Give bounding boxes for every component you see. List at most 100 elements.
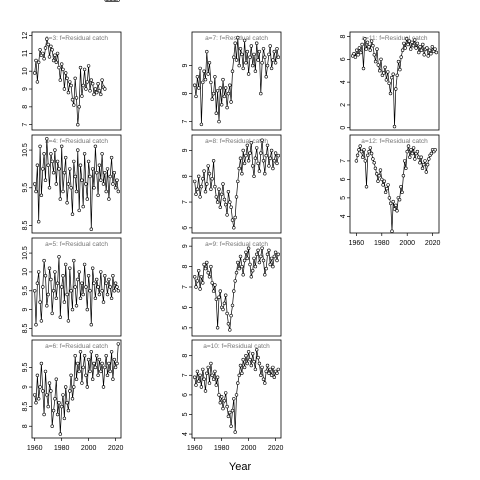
data-point: [401, 174, 406, 178]
data-point: [82, 67, 87, 72]
data-point: [198, 373, 202, 377]
y-tick-label: 8: [182, 92, 189, 96]
data-point: [32, 393, 37, 397]
data-point: [268, 367, 272, 372]
data-point: [206, 72, 210, 76]
data-point: [373, 166, 378, 171]
data-point: [411, 146, 416, 150]
data-point: [368, 48, 372, 52]
data-point: [238, 254, 243, 259]
data-point: [221, 182, 225, 186]
data-point: [80, 381, 84, 385]
data-point: [228, 83, 232, 87]
data-point: [73, 76, 77, 81]
data-point: [245, 143, 250, 148]
data-point: [233, 279, 237, 283]
data-point: [76, 148, 80, 152]
data-point: [69, 289, 73, 293]
data-point: [232, 289, 236, 293]
data-point: [199, 275, 204, 279]
data-point: [90, 81, 95, 86]
data-point: [108, 285, 112, 289]
data-point: [51, 58, 56, 63]
y-tick-label: 6: [182, 226, 189, 230]
data-point: [375, 172, 379, 176]
data-point: [65, 292, 69, 297]
data-point: [97, 163, 102, 167]
data-point: [229, 100, 233, 104]
data-point: [73, 285, 77, 289]
data-point: [215, 89, 220, 93]
panels: a=3: f=Residual catch 7 8 9 10 11 12 a=4: f=Res…: [22, 0, 441, 452]
data-point: [371, 43, 375, 48]
data-point: [55, 281, 60, 285]
data-point: [426, 54, 430, 58]
data-point: [51, 171, 56, 175]
data-point: [214, 297, 219, 301]
data-point: [210, 177, 214, 181]
data-point: [221, 307, 225, 312]
y-tick-label: 10: [22, 268, 29, 276]
data-point: [261, 159, 266, 163]
data-point: [360, 42, 364, 47]
x-tick-label: 2000: [399, 240, 415, 247]
panel-7: a=9: f=Residual catch 5 6 7 8 9: [182, 237, 282, 337]
y-tick-label: 2: [340, 103, 347, 107]
data-point: [397, 198, 402, 202]
data-point: [220, 395, 224, 399]
data-point: [256, 161, 260, 166]
data-point: [373, 59, 378, 64]
data-point: [257, 260, 262, 265]
y-tick-label: 6: [182, 393, 189, 397]
data-point: [194, 285, 198, 289]
y-tick-label: 9: [182, 64, 189, 68]
data-point: [46, 42, 50, 47]
data-point: [261, 47, 266, 51]
data-point: [390, 75, 394, 80]
data-point: [105, 292, 110, 297]
data-point: [195, 369, 200, 374]
data-point: [378, 168, 383, 172]
data-point: [409, 47, 413, 51]
data-point: [264, 369, 268, 374]
data-point: [105, 373, 110, 377]
data-point: [195, 187, 200, 191]
data-point: [57, 255, 61, 259]
data-point: [267, 248, 271, 253]
data-point: [69, 83, 73, 88]
data-point: [61, 189, 65, 194]
data-point: [220, 192, 224, 197]
data-point: [94, 354, 99, 358]
data-point: [391, 72, 395, 76]
data-point: [230, 408, 235, 413]
data-point: [99, 178, 103, 182]
data-point: [195, 75, 200, 79]
data-point: [63, 262, 68, 267]
data-point: [46, 163, 50, 167]
data-point: [74, 96, 79, 100]
series-line: [34, 256, 119, 325]
data-point: [260, 246, 264, 250]
data-point: [263, 273, 267, 277]
panel-6: a=8: f=Residual catch 6 7 8 9: [182, 134, 282, 234]
data-point: [246, 72, 251, 76]
data-point: [72, 103, 76, 107]
data-point: [57, 401, 61, 405]
data-point: [251, 352, 255, 356]
data-point: [61, 67, 65, 72]
data-point: [423, 159, 427, 163]
y-tick-label: 8.5: [22, 220, 29, 230]
series-line: [356, 144, 436, 232]
data-point: [81, 204, 85, 209]
data-point: [39, 361, 44, 366]
data-point: [203, 190, 208, 194]
data-point: [422, 162, 426, 167]
data-point: [381, 183, 385, 187]
data-point: [42, 152, 46, 156]
data-point: [194, 383, 198, 387]
data-point: [376, 179, 380, 183]
x-tick-label: 1980: [54, 445, 70, 452]
data-point: [425, 46, 429, 50]
